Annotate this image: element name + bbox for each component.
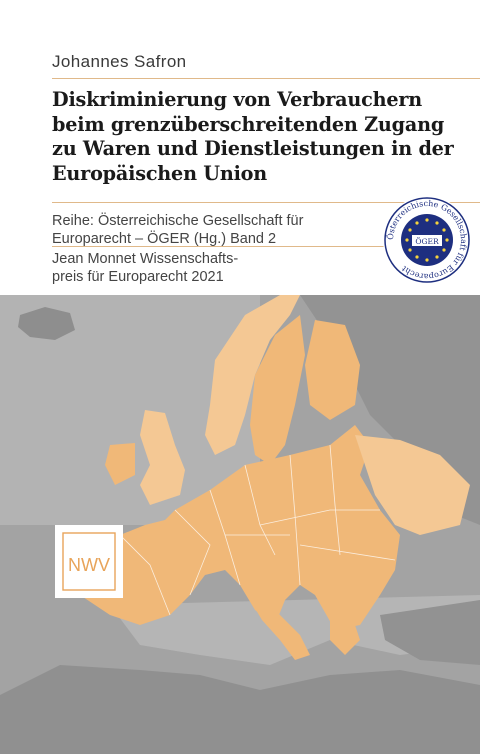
- title-line: Diskriminierung von Verbrauchern: [52, 88, 422, 111]
- norway-land: [205, 295, 300, 455]
- country-borders: [119, 444, 396, 616]
- series-divider: [52, 202, 480, 203]
- title-line: beim grenzüberschreitenden Zugang: [52, 112, 445, 136]
- uk-land: [140, 410, 185, 505]
- publisher-logo: NWV: [55, 525, 123, 598]
- sweden-land: [250, 315, 305, 465]
- series-line: Europarecht – ÖGER (Hg.) Band 2: [52, 231, 277, 247]
- prize-line: preis für Europarecht 2021: [52, 269, 224, 285]
- eu-mainland: [70, 425, 400, 630]
- logo-text: NWV: [68, 555, 110, 575]
- logo-background: [55, 525, 123, 598]
- eu-stars-icon: [405, 218, 449, 262]
- finland-land: [305, 320, 360, 420]
- greece-land: [330, 610, 360, 655]
- prize-info: Jean Monnet Wissenschafts- preis für Eur…: [52, 250, 238, 286]
- series-line: Reihe: Österreichische Gesellschaft für: [52, 213, 304, 229]
- ukraine-land: [355, 435, 470, 535]
- prize-line: Jean Monnet Wissenschafts-: [52, 251, 239, 267]
- title-line: Europäischen Union: [52, 161, 268, 185]
- author-name: Johannes Safron: [52, 52, 187, 71]
- series-info: Reihe: Österreichische Gesellschaft für …: [52, 212, 303, 248]
- africa-land: [0, 665, 480, 754]
- prize-divider: [52, 246, 468, 247]
- title-line: zu Waren und Dienstleistungen in der: [52, 137, 454, 160]
- italy-land: [245, 580, 310, 660]
- seal-label-box: [412, 235, 442, 246]
- turkey-land: [380, 600, 480, 665]
- europe-map-illustration: [0, 295, 480, 754]
- seal-center-text: ÖGER: [415, 237, 439, 246]
- top-divider: [52, 78, 480, 79]
- ireland-land: [105, 443, 135, 485]
- seal-border: [384, 197, 470, 283]
- logo-frame: [62, 532, 116, 591]
- book-title: Diskriminierung von Verbrauchern beim gr…: [52, 88, 472, 186]
- iceland-land: [18, 307, 75, 340]
- oeger-seal: Österreichische Gesellschaft für Europar…: [383, 196, 471, 284]
